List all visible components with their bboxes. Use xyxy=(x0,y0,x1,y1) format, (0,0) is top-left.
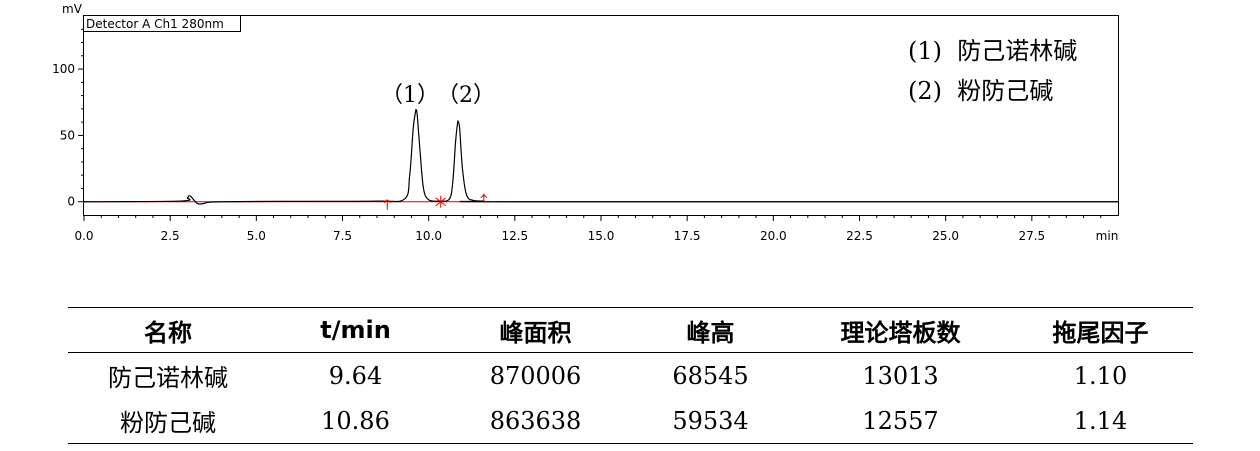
x-tick-label: 10.0 xyxy=(415,229,442,243)
table-cell: 863638 xyxy=(443,398,628,444)
y-tick-label: 100 xyxy=(52,62,75,76)
results-table: 名称 t/min 峰面积 峰高 理论塔板数 拖尾因子 防己诺林碱 9.64 87… xyxy=(68,307,1193,444)
header-peak-area: 峰面积 xyxy=(443,307,628,353)
table-cell: 9.64 xyxy=(328,361,383,390)
table-cell: 68545 xyxy=(672,361,749,390)
y-tick-label: 0 xyxy=(67,195,75,209)
table-row: 粉防己碱 10.86 863638 59534 12557 1.14 xyxy=(68,398,1193,444)
table-row: 防己诺林碱 9.64 870006 68545 13013 1.10 xyxy=(68,353,1193,399)
x-tick-label: 25.0 xyxy=(932,229,959,243)
series-group xyxy=(83,108,1119,205)
table-cell: 10.86 xyxy=(268,398,443,444)
header-tailing-factor: 拖尾因子 xyxy=(1008,307,1193,353)
table-cell: 1.10 xyxy=(1073,361,1128,390)
peak-label-2: （2） xyxy=(437,83,495,108)
y-axis-ticks: 0 50 100 xyxy=(52,28,84,209)
y-tick-label: 50 xyxy=(60,128,75,142)
chromatogram-chart: Detector A Ch1 280nm mV min 0 50 100 0.0 2.… xyxy=(52,2,1119,243)
integration-mark-asterisk xyxy=(435,195,447,208)
x-tick-label: 17.5 xyxy=(674,229,701,243)
header-peak-height: 峰高 xyxy=(628,307,793,353)
header-retention-time: t/min xyxy=(268,307,443,353)
table-cell: 1.14 xyxy=(1008,398,1193,444)
x-tick-label: 22.5 xyxy=(846,229,873,243)
x-tick-label: 15.0 xyxy=(588,229,615,243)
table-cell: 粉防己碱 xyxy=(68,398,268,444)
x-tick-label: 12.5 xyxy=(501,229,528,243)
x-tick-label: 2.5 xyxy=(161,229,180,243)
x-axis-unit-label: min xyxy=(1096,229,1119,243)
table-cell: 870006 xyxy=(489,361,582,390)
x-tick-label: 7.5 xyxy=(333,229,352,243)
legend-entry-2: (2) 粉防己碱 xyxy=(908,77,1053,105)
table-cell: 13013 xyxy=(862,361,939,390)
x-axis-ticks: 0.0 2.5 5.0 7.5 10.0 12.5 15.0 17.5 20.0 22.5 25.0… xyxy=(74,215,1102,243)
x-tick-label: 5.0 xyxy=(247,229,266,243)
series-line xyxy=(83,108,1119,205)
detector-label-box xyxy=(83,15,241,32)
x-tick-label: 0.0 xyxy=(74,229,93,243)
peak-label-1: （1） xyxy=(381,83,439,108)
header-theoretical-plates: 理论塔板数 xyxy=(793,307,1008,353)
x-tick-label: 20.0 xyxy=(760,229,787,243)
x-tick-label: 27.5 xyxy=(1018,229,1045,243)
integration-marks xyxy=(383,193,488,210)
table-cell: 12557 xyxy=(793,398,1008,444)
detector-label: Detector A Ch1 280nm xyxy=(86,17,224,31)
table-cell: 防己诺林碱 xyxy=(108,364,228,392)
integration-mark-tick-down xyxy=(480,193,488,203)
legend-entry-1: (1) 防己诺林碱 xyxy=(908,37,1077,65)
table-cell: 59534 xyxy=(628,398,793,444)
y-axis-unit-label: mV xyxy=(62,2,83,16)
integration-mark-tick-up xyxy=(383,199,391,210)
header-name: 名称 xyxy=(68,307,268,353)
table-header-row: 名称 t/min 峰面积 峰高 理论塔板数 拖尾因子 xyxy=(68,307,1193,353)
